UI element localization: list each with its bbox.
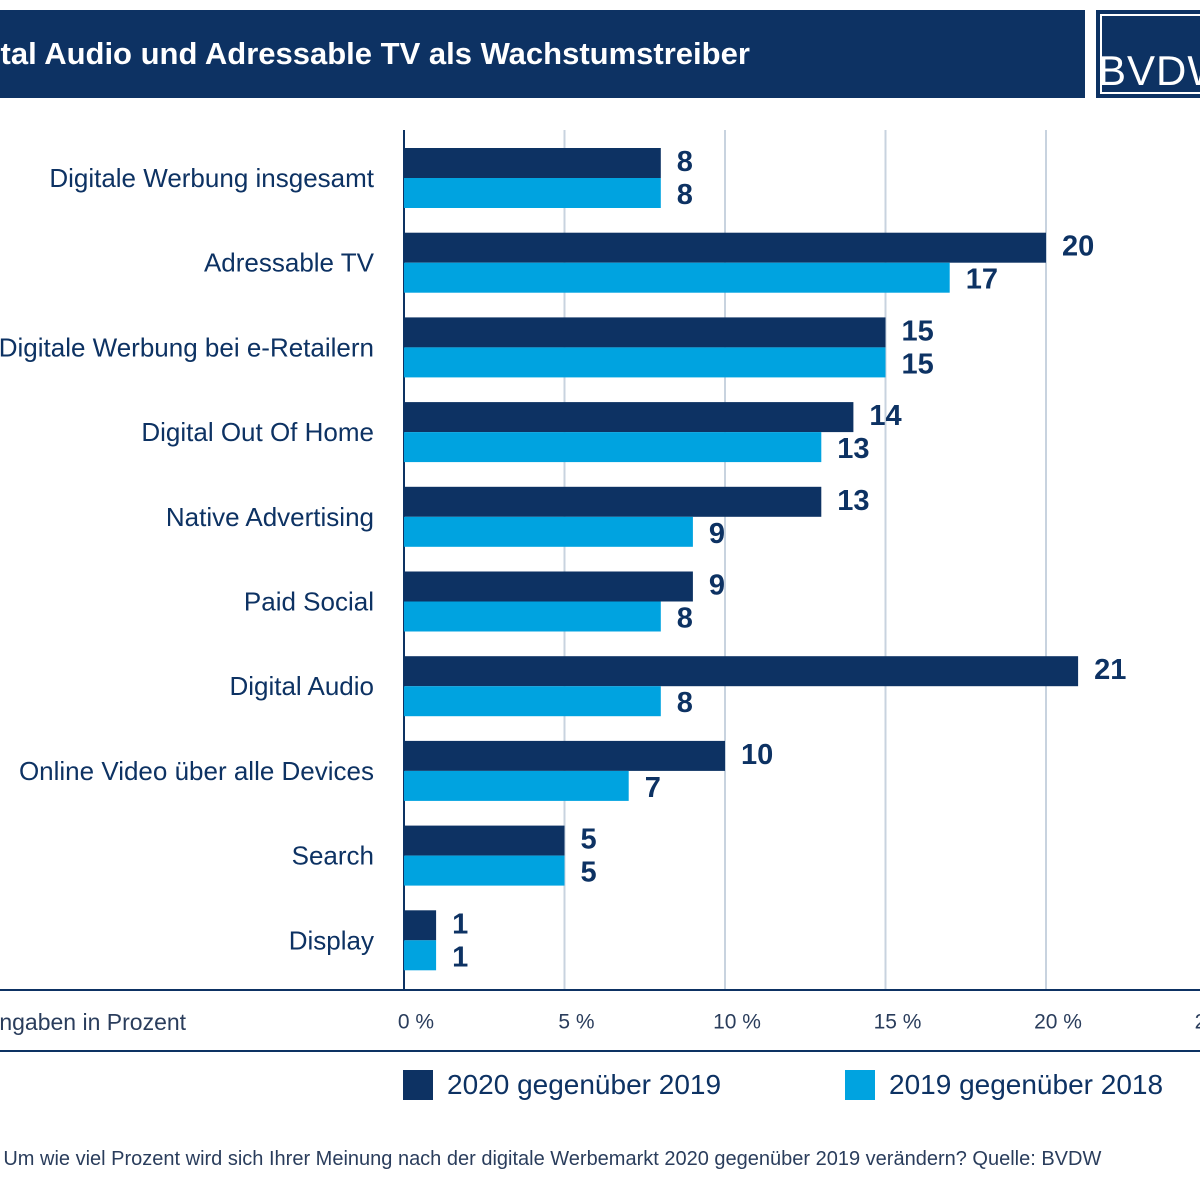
title-bar: Digital Audio und Adressable TV als Wach… [0,10,1085,98]
value-label-s0-6: 21 [1094,654,1126,686]
bar-s0-9 [404,910,437,941]
bar-s1-4 [404,516,693,547]
bvdw-logo: BVDW [1096,10,1200,98]
bar-s0-0 [404,148,661,178]
bar-s0-2 [404,317,886,348]
category-label-2: Digitale Werbung bei e-Retailern [0,332,374,362]
bar-s0-4 [404,486,822,517]
value-label-s1-0: 8 [677,179,693,211]
category-label-5: Paid Social [244,587,374,617]
value-label-s1-7: 7 [645,772,661,804]
bar-s1-2 [404,347,886,378]
legend-label-2020: 2020 gegenüber 2019 [447,1069,722,1100]
value-label-s1-1: 17 [966,264,998,296]
value-label-s1-3: 13 [837,433,869,465]
bar-s0-7 [404,740,725,771]
bar-s1-9 [404,940,437,971]
value-label-s0-8: 5 [581,824,597,856]
bar-s1-1 [404,262,950,293]
bar-s1-6 [404,686,661,717]
value-label-s0-4: 13 [837,485,869,517]
legend-item-2020: 2020 gegenüber 2019 [403,1068,721,1102]
value-label-s1-9: 1 [452,941,468,973]
footnote: Frage: Um wie viel Prozent wird sich Ihr… [0,1148,1102,1170]
value-label-s0-0: 8 [677,146,693,178]
bar-s0-5 [404,571,693,602]
value-label-s0-9: 1 [452,908,468,940]
value-label-s0-2: 15 [902,315,934,347]
category-label-1: Adressable TV [204,248,375,278]
category-label-7: Online Video über alle Devices [19,756,374,786]
x-tick-label-15: 15 % [874,1011,922,1034]
logo-frame [1100,14,1200,94]
bar-s0-8 [404,825,565,856]
legend-swatch-2019 [845,1070,875,1100]
bar-s1-5 [404,601,661,632]
category-label-4: Native Advertising [166,502,374,532]
legend-divider [0,1050,1200,1052]
category-label-8: Search [292,841,374,871]
value-label-s1-6: 8 [677,687,693,719]
value-label-s0-1: 20 [1062,231,1094,263]
bar-s0-6 [404,656,1079,687]
bar-s0-1 [404,232,1046,263]
category-label-9: Display [289,925,374,955]
bar-s0-3 [404,402,854,433]
value-label-s1-5: 8 [677,603,693,635]
x-axis-title: Angaben in Prozent [0,1009,187,1035]
x-tick-label-20: 20 % [1034,1011,1082,1034]
x-tick-label-0: 0 % [398,1011,434,1034]
bar-s1-0 [404,178,661,208]
value-label-s1-8: 5 [581,857,597,889]
x-tick-label-10: 10 % [713,1011,761,1034]
value-label-s1-2: 15 [902,348,934,380]
category-label-6: Digital Audio [229,671,374,701]
value-label-s0-3: 14 [869,400,901,432]
legend-label-2019: 2019 gegenüber 2018 [889,1069,1164,1100]
bar-s1-7 [404,770,629,801]
value-label-s0-7: 10 [741,739,773,771]
chart-title: Digital Audio und Adressable TV als Wach… [0,36,750,71]
x-tick-label-25: 25 % [1195,1011,1200,1034]
bar-s1-3 [404,432,822,463]
legend-swatch-2020 [403,1070,433,1100]
x-tick-label-5: 5 % [558,1011,594,1034]
bar-s1-8 [404,855,565,886]
value-label-s1-4: 9 [709,518,725,550]
value-label-s0-5: 9 [709,570,725,602]
category-label-0: Digitale Werbung insgesamt [49,163,374,193]
category-label-3: Digital Out Of Home [141,417,374,447]
legend-item-2019: 2019 gegenüber 2018 [845,1068,1163,1102]
logo-text: BVDW [1098,47,1200,94]
